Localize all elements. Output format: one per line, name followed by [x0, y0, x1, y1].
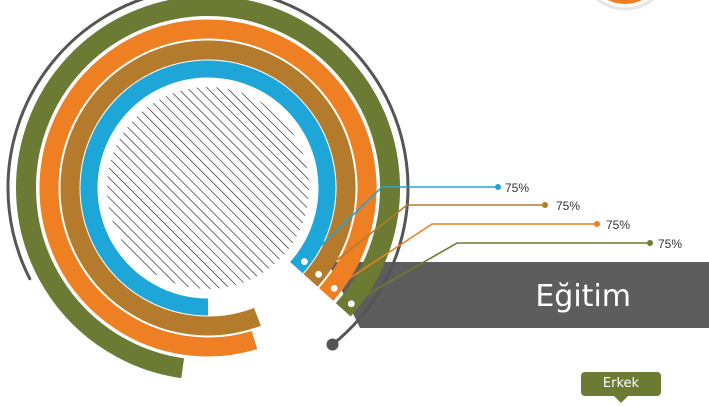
connector-4 — [350, 242, 650, 305]
outer-ring — [6, 0, 410, 347]
radial-bar-4 — [16, 0, 400, 379]
outer-ring-end-dot — [326, 338, 339, 351]
connector-3 — [333, 223, 597, 290]
title-band — [328, 262, 709, 328]
connector-end-dot-1 — [495, 184, 501, 190]
hand-icon-2 — [314, 269, 324, 279]
corner-circle-fill — [607, 0, 643, 4]
hatched-center — [107, 87, 309, 289]
connector-end-dot-3 — [594, 221, 600, 227]
radial-bar-3 — [39, 19, 377, 357]
connector-end-dot-4 — [647, 240, 653, 246]
radial-bar-2 — [60, 40, 356, 336]
connectors — [299, 184, 653, 309]
value-label-3: 75% — [606, 218, 630, 232]
value-label-4: 75% — [658, 237, 682, 251]
value-label-2: 75% — [556, 199, 580, 213]
percentage-labels: 75% 75% 75% 75% — [505, 181, 682, 251]
value-label-1: 75% — [505, 181, 529, 195]
chart-title: Eğitim — [535, 279, 631, 314]
connector-2 — [318, 204, 545, 275]
badge-erkek: Erkek — [581, 372, 661, 403]
hand-icon-3 — [329, 283, 339, 293]
connector-1 — [303, 186, 498, 263]
radial-bars — [16, 0, 400, 379]
radial-bar-1 — [80, 60, 336, 316]
corner-circle — [595, 0, 655, 11]
hand-icon-4 — [346, 299, 356, 309]
connector-end-dot-2 — [542, 202, 548, 208]
hand-icon-1 — [299, 257, 309, 267]
